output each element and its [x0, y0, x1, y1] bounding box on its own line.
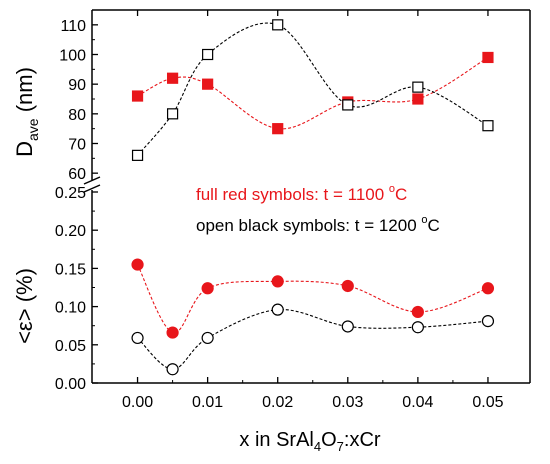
bottom-point-filled-circle [201, 282, 214, 295]
top-point-filled-square [131, 90, 144, 102]
bottom-point-open-circle [166, 363, 179, 376]
y-tick-label: 0.20 [55, 223, 86, 240]
bottom-point-open-circle [481, 315, 495, 328]
top-point-open-square [131, 149, 144, 161]
top-point-open-square [412, 81, 424, 93]
y-tick-label: 110 [60, 18, 86, 35]
top-point-filled-square [482, 51, 494, 64]
top-point-filled-square [166, 72, 179, 84]
y-tick-label: 0.25 [55, 185, 86, 202]
x-tick-label: 0.03 [332, 394, 363, 411]
bottom-point-open-circle [411, 321, 424, 334]
x-tick-label: 0.00 [122, 394, 153, 411]
bottom-y-axis-label: <ε> (%) [12, 268, 37, 344]
top-fit-curve-1 [137, 22, 489, 156]
y-tick-label: 60 [68, 166, 86, 183]
x-axis-label: x in SrAl4O7:xCr [239, 429, 381, 454]
bottom-point-filled-circle [131, 258, 144, 271]
top-point-open-square [482, 120, 494, 132]
axis-break-mark [83, 176, 101, 185]
y-tick-label: 70 [68, 137, 86, 154]
bottom-point-filled-circle [341, 279, 354, 293]
y-tick-label: 90 [68, 77, 86, 94]
x-tick-label: 0.02 [262, 394, 293, 411]
y-tick-label: 0.05 [55, 338, 86, 355]
axis-break-mark [83, 184, 101, 193]
plot-frame [83, 9, 531, 384]
top-point-filled-square [412, 93, 424, 105]
top-point-open-square [342, 99, 354, 111]
bottom-point-filled-circle [481, 282, 495, 295]
y-tick-label: 0.15 [55, 261, 86, 278]
data-points [131, 19, 495, 376]
top-point-open-square [166, 108, 179, 120]
bottom-point-open-circle [201, 331, 214, 345]
annotation-1200: open black symbols: t = 1200 oC [196, 214, 440, 235]
bottom-point-filled-circle [271, 275, 284, 288]
annotation-1100: full red symbols: t = 1100 oC [196, 183, 407, 204]
x-tick-label: 0.05 [472, 394, 503, 411]
bottom-point-open-circle [341, 320, 354, 333]
axis-break-gap [84, 181, 100, 189]
y-tick-label: 0.00 [55, 376, 86, 393]
bottom-point-filled-circle [166, 326, 179, 339]
bottom-fit-curve-1 [137, 309, 488, 370]
top-point-filled-square [202, 78, 214, 90]
axis-ticks: 60 70 80 90 100 110 0.00 0.05 0.10 0.15 0.20 0.25 0.… [55, 10, 504, 411]
top-point-open-square [272, 19, 284, 31]
y-tick-label: 0.10 [55, 300, 86, 317]
x-tick-label: 0.04 [402, 394, 433, 411]
x-tick-label: 0.01 [192, 394, 223, 411]
bottom-fit-curve-0 [137, 264, 489, 334]
top-y-axis-label: Dave (nm) [12, 67, 41, 157]
top-fit-curve-0 [137, 56, 489, 130]
top-point-filled-square [272, 123, 284, 135]
top-point-open-square [202, 48, 214, 61]
bottom-point-filled-circle [411, 305, 424, 319]
y-tick-label: 80 [68, 107, 86, 124]
bottom-point-open-circle [271, 303, 284, 316]
bottom-point-open-circle [131, 331, 144, 345]
y-tick-label: 100 [59, 48, 86, 65]
